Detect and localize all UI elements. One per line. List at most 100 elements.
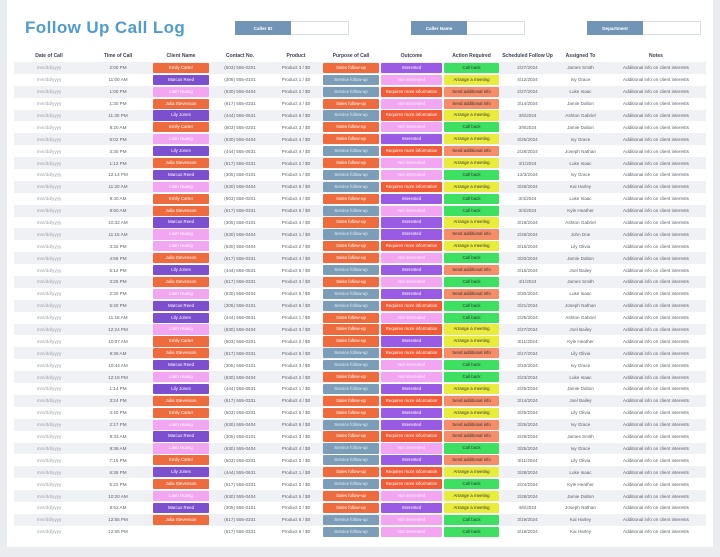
cell-purpose: Sales follow-up bbox=[322, 133, 380, 145]
caller-id-label: Caller ID bbox=[235, 21, 291, 35]
call-log-table-header: Date of Call Time of Call Client Name Conta… bbox=[14, 50, 706, 62]
caller-id-input[interactable] bbox=[291, 21, 349, 35]
table-row: mm/dd/yyyy 12:55 PM (617) 555-0331 Product … bbox=[14, 525, 706, 538]
cell-client: Lily Jones bbox=[152, 264, 210, 276]
action-chip: Send additional info bbox=[443, 98, 500, 109]
cell-assigned: Kai Harley bbox=[569, 184, 592, 190]
client-chip: Emily Carter bbox=[152, 407, 210, 418]
outcome-chip: Interested bbox=[380, 455, 443, 466]
cell-time: 9:40 AM bbox=[109, 196, 127, 202]
cell-scheduled: 3/19/2024 bbox=[517, 529, 538, 535]
client-chip: Lily Jones bbox=[152, 383, 210, 395]
cell-outcome: Not interested bbox=[380, 371, 443, 383]
cell-purpose: Service follow-up bbox=[322, 110, 380, 122]
cell-date: mm/dd/yyyy bbox=[36, 398, 62, 404]
cell-notes: Additional info on client interests bbox=[623, 243, 689, 249]
cell-notes: Additional info on client interests bbox=[623, 362, 689, 368]
cell-assigned: Ashton Gabriel bbox=[565, 315, 596, 321]
table-row: mm/dd/yyyy 9:33 AM Marcus Reed (305) 555-01… bbox=[14, 430, 706, 443]
caller-name-input[interactable] bbox=[467, 21, 525, 35]
purpose-chip: Sales follow-up bbox=[322, 157, 380, 169]
action-chip: Arrange a meeting bbox=[443, 110, 500, 121]
cell-contact: (630) 555-0404 bbox=[224, 445, 256, 451]
cell-action: Arrange a meeting bbox=[443, 74, 500, 86]
cell-date: mm/dd/yyyy bbox=[36, 338, 62, 344]
cell-client: Liam Huang bbox=[152, 240, 210, 252]
cell-client: Marcus Reed bbox=[152, 169, 210, 181]
cell-time: 10:32 AM bbox=[108, 220, 128, 226]
client-chip: Marcus Reed bbox=[152, 431, 210, 442]
cell-contact: (305) 555-0101 bbox=[224, 303, 256, 309]
outcome-chip: Interested bbox=[380, 288, 443, 299]
table-row: mm/dd/yyyy 10:20 AM Liam Huang (630) 555-04… bbox=[14, 490, 706, 502]
cell-time: 7:15 PM bbox=[109, 457, 127, 463]
table-row: mm/dd/yyyy 12:55 PM Julia Stevenson (617) 5… bbox=[14, 513, 706, 526]
cell-client: Liam Huang bbox=[152, 371, 210, 383]
cell-notes: Additional info on client interests bbox=[623, 434, 689, 440]
action-chip: Call back bbox=[443, 360, 500, 371]
action-chip: Call back bbox=[443, 169, 500, 181]
cell-notes: Additional info on client interests bbox=[623, 529, 689, 535]
cell-notes: Additional info on client interests bbox=[623, 136, 689, 142]
cell-assigned: Ivy Grace bbox=[570, 136, 591, 142]
cell-time: 1:00 PM bbox=[109, 89, 127, 95]
action-chip: Arrange a meeting bbox=[443, 336, 500, 347]
cell-outcome: Requires more information bbox=[380, 324, 443, 336]
cell-contact: (630) 555-0404 bbox=[224, 327, 256, 333]
outcome-chip: Not interested bbox=[380, 526, 443, 537]
cell-assigned: James Smith bbox=[567, 279, 594, 285]
cell-time: 5:40 PM bbox=[109, 303, 127, 309]
cell-scheduled: 2/28/2024 bbox=[517, 231, 538, 237]
cell-contact: (503) 555-0201 bbox=[224, 457, 256, 463]
cell-date: mm/dd/yyyy bbox=[36, 362, 62, 368]
cell-time: 8:50 AM bbox=[109, 208, 127, 214]
cell-date: mm/dd/yyyy bbox=[36, 208, 62, 214]
column-header-time: Time of Call bbox=[103, 53, 133, 59]
action-chip: Send additional info bbox=[443, 146, 500, 157]
cell-assigned: Ivy Grace bbox=[570, 77, 591, 83]
cell-assigned: Jamie Dalton bbox=[567, 255, 594, 261]
action-chip: Send additional info bbox=[443, 455, 500, 466]
cell-date: mm/dd/yyyy bbox=[36, 493, 62, 499]
column-header-product: Product bbox=[286, 53, 306, 59]
client-chip: Marcus Reed bbox=[152, 74, 210, 85]
cell-outcome: Not interested bbox=[380, 205, 443, 217]
cell-assigned: Lily Olivia bbox=[570, 457, 591, 463]
cell-date: mm/dd/yyyy bbox=[36, 77, 62, 83]
cell-date: mm/dd/yyyy bbox=[36, 124, 62, 130]
purpose-chip: Service follow-up bbox=[322, 383, 380, 395]
outcome-chip: Interested bbox=[380, 229, 443, 240]
cell-assigned: John Doe bbox=[570, 231, 591, 237]
purpose-chip: Service follow-up bbox=[322, 288, 380, 299]
cell-client: Lily Jones bbox=[152, 466, 210, 478]
cell-outcome: Not interested bbox=[380, 121, 443, 133]
cell-contact: (630) 555-0404 bbox=[224, 374, 256, 380]
cell-notes: Additional info on client interests bbox=[623, 267, 689, 273]
cell-purpose: Service follow-up bbox=[322, 288, 380, 300]
cell-scheduled: 2/28/2024 bbox=[517, 493, 538, 499]
table-row: mm/dd/yyyy 12:24 PM Liam Huang (630) 555-04… bbox=[14, 323, 706, 336]
cell-notes: Additional info on client interests bbox=[623, 493, 689, 499]
cell-contact: (503) 555-0201 bbox=[224, 65, 256, 71]
cell-action: Call back bbox=[443, 276, 500, 288]
cell-action: Arrange a meeting bbox=[443, 466, 500, 478]
cell-product: Product 2 / $0 bbox=[281, 481, 311, 487]
action-chip: Send additional info bbox=[443, 264, 500, 276]
outcome-chip: Requires more information bbox=[380, 110, 443, 121]
client-chip: Lily Jones bbox=[152, 264, 210, 276]
cell-scheduled: 3/21/2024 bbox=[517, 303, 538, 309]
cell-action: Arrange a meeting bbox=[443, 133, 500, 145]
cell-outcome: Requires more information bbox=[380, 181, 443, 193]
cell-scheduled: 4/6/2024 bbox=[518, 505, 537, 511]
table-row: mm/dd/yyyy 4:40 PM Emily Carter (503) 555-0… bbox=[14, 406, 706, 419]
cell-product: Product 1 / $0 bbox=[281, 386, 311, 392]
outcome-chip: Not interested bbox=[380, 98, 443, 109]
outcome-chip: Requires more information bbox=[380, 395, 443, 406]
cell-assigned: Ivy Grace bbox=[570, 362, 591, 368]
cell-purpose: Sales follow-up bbox=[322, 193, 380, 205]
cell-purpose: Service follow-up bbox=[322, 169, 380, 181]
department-input[interactable] bbox=[643, 21, 701, 35]
cell-action: Send additional info bbox=[443, 288, 500, 300]
cell-time: 9:36 AM bbox=[109, 445, 127, 451]
outcome-chip: Not interested bbox=[380, 312, 443, 323]
